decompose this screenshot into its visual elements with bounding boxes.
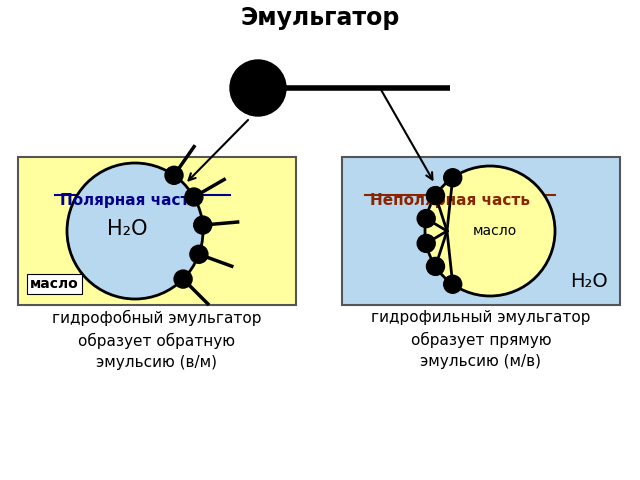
Text: гидрофильный эмульгатор
образует прямую
эмульсию (м/в): гидрофильный эмульгатор образует прямую … xyxy=(371,310,591,369)
Circle shape xyxy=(174,270,192,288)
Bar xyxy=(342,157,620,305)
Text: масло: масло xyxy=(30,277,79,291)
Circle shape xyxy=(426,187,445,204)
Circle shape xyxy=(185,188,203,206)
Text: Эмульгатор: Эмульгатор xyxy=(240,6,400,30)
Circle shape xyxy=(194,216,212,234)
Circle shape xyxy=(165,166,183,184)
Bar xyxy=(18,157,296,305)
Text: гидрофобный эмульгатор
образует обратную
эмульсию (в/м): гидрофобный эмульгатор образует обратную… xyxy=(52,310,262,370)
Circle shape xyxy=(67,163,203,299)
Text: Неполярная часть: Неполярная часть xyxy=(370,193,530,208)
Circle shape xyxy=(444,275,461,293)
Circle shape xyxy=(417,234,435,252)
Text: масло: масло xyxy=(473,224,517,238)
Circle shape xyxy=(426,257,445,276)
Circle shape xyxy=(444,169,461,187)
Text: H₂O: H₂O xyxy=(107,219,147,239)
Circle shape xyxy=(425,166,555,296)
Circle shape xyxy=(190,245,208,263)
Circle shape xyxy=(417,210,435,228)
Text: H₂O: H₂O xyxy=(570,272,608,291)
Circle shape xyxy=(230,60,286,116)
Text: Полярная часть: Полярная часть xyxy=(60,193,199,208)
